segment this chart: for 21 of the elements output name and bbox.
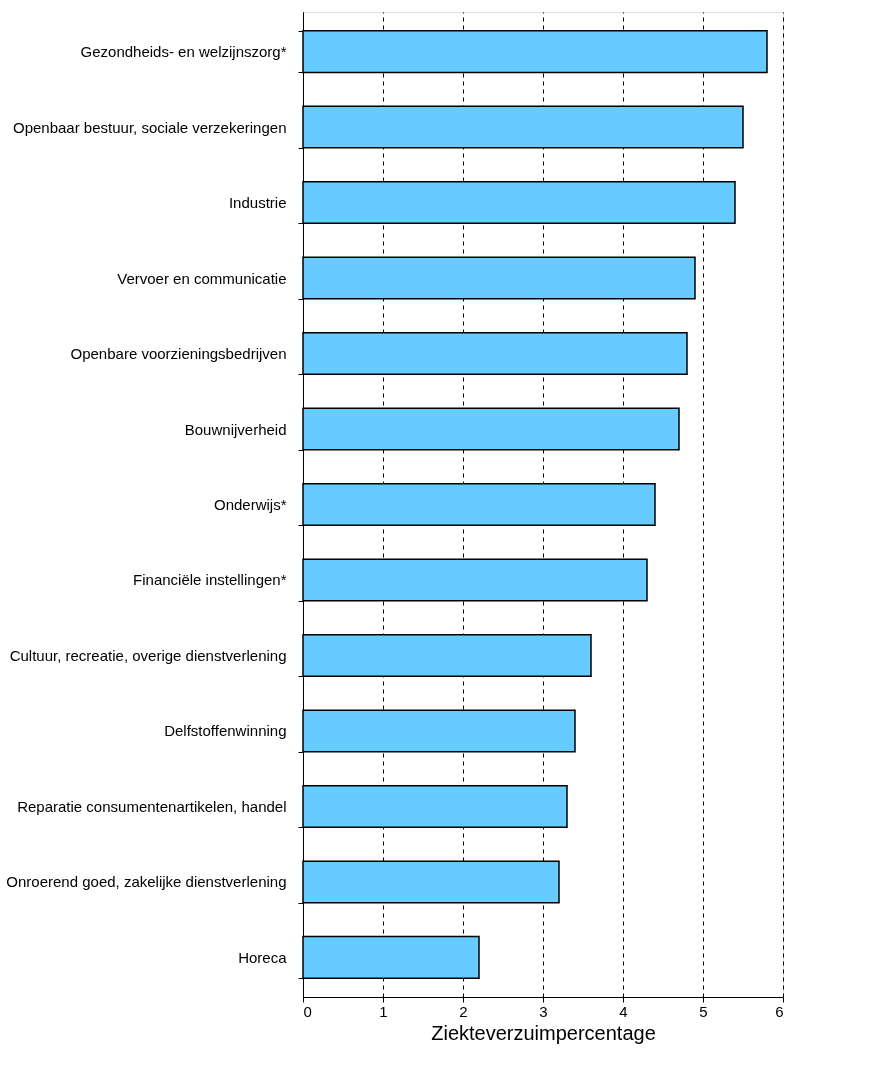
x-tick-label: 6 (775, 1002, 784, 1020)
y-tick-label: Reparatie consumentenartikelen, handel (17, 797, 287, 815)
y-tick-label: Openbaar bestuur, sociale verzekeringen (12, 118, 287, 136)
y-tick-label: Onderwijs* (213, 496, 287, 513)
y-tick-label: Openbare voorzieningsbedrijven (70, 345, 287, 363)
y-tick-label: Financiële instellingen* (133, 571, 287, 589)
x-tick-label: 5 (699, 1002, 708, 1020)
x-tick-label: 4 (619, 1002, 628, 1020)
x-tick-label: 1 (379, 1002, 388, 1020)
x-tick-label: 0 (303, 1002, 312, 1020)
y-tick-label: Horeca (238, 948, 288, 966)
y-tick-label: Cultuur, recreatie, overige dienstverlening (9, 646, 287, 664)
x-tick-label: 2 (459, 1002, 468, 1020)
y-tick-label: Delfstoffenwinning (164, 722, 287, 740)
x-tick-label: 3 (539, 1002, 548, 1020)
y-tick-label: Onroerend goed, zakelijke dienstverlening (6, 873, 287, 891)
y-tick-label: Vervoer en communicatie (117, 269, 287, 287)
x-axis-title: Ziekteverzuimpercentage (431, 1021, 656, 1044)
y-tick-label: Industrie (228, 194, 287, 212)
y-tick-label: Bouwnijverheid (184, 420, 287, 438)
y-tick-label: Gezondheids- en welzijnszorg* (80, 43, 287, 61)
